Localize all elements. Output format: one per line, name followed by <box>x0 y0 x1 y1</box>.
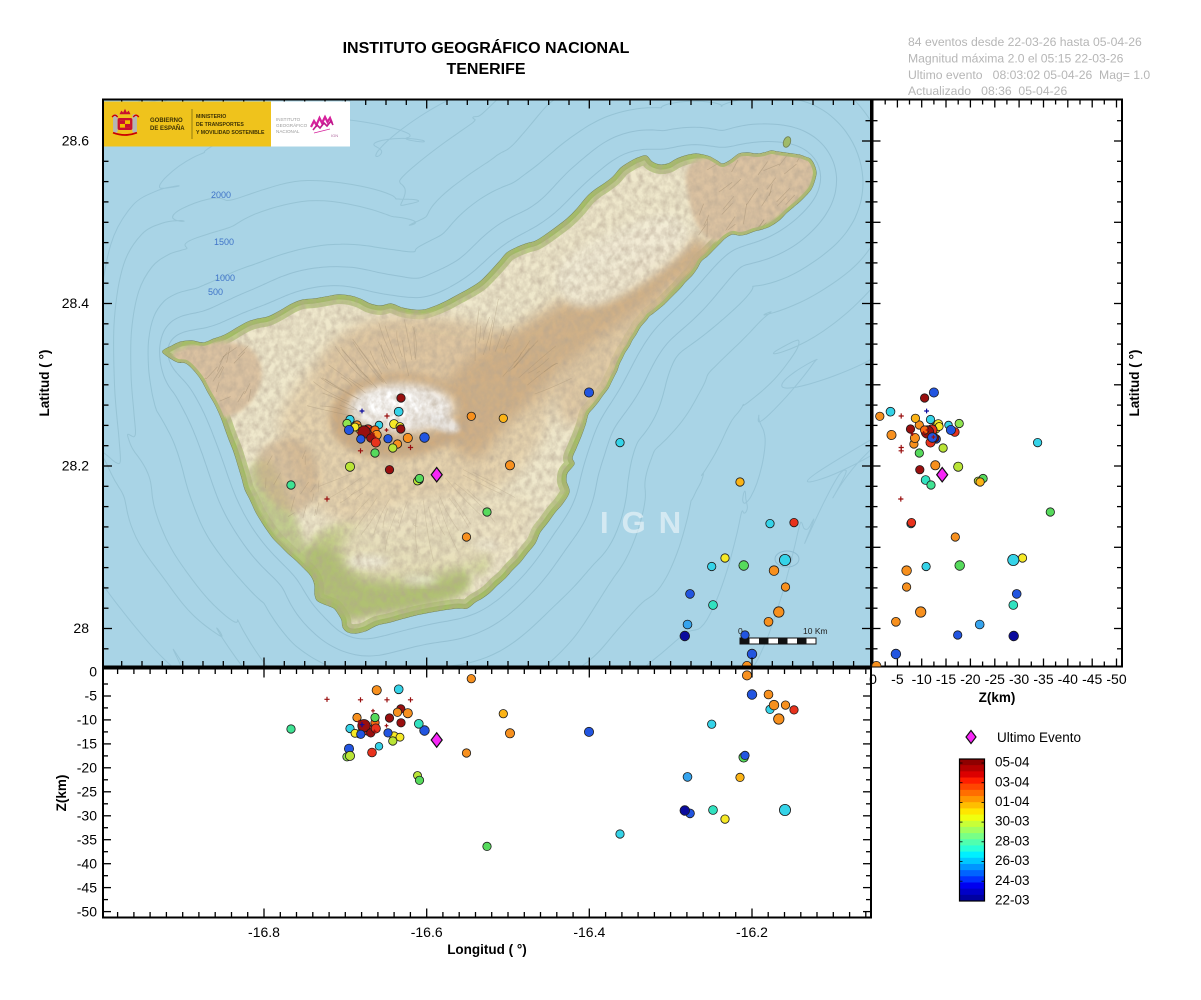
svg-text:-30: -30 <box>77 808 97 824</box>
svg-text:-15: -15 <box>77 736 97 752</box>
svg-text:-30: -30 <box>1009 671 1029 687</box>
svg-text:DE TRANSPORTES: DE TRANSPORTES <box>196 122 244 128</box>
svg-text:28.2: 28.2 <box>62 458 89 474</box>
svg-text:TENERIFE: TENERIFE <box>446 61 525 78</box>
svg-text:0: 0 <box>89 664 97 680</box>
svg-text:03-04: 03-04 <box>995 774 1030 789</box>
svg-text:-10: -10 <box>77 712 97 728</box>
svg-text:-25: -25 <box>985 671 1005 687</box>
svg-text:Latitud ( °): Latitud ( °) <box>1127 350 1142 417</box>
svg-text:-16.2: -16.2 <box>736 924 768 940</box>
svg-text:-16.8: -16.8 <box>248 924 280 940</box>
svg-text:-5: -5 <box>85 688 98 704</box>
svg-text:IGN: IGN <box>331 133 338 138</box>
svg-text:Actualizado 08:36 05-04-26: Actualizado 08:36 05-04-26 <box>908 84 1067 98</box>
svg-text:-25: -25 <box>77 784 97 800</box>
svg-text:-50: -50 <box>77 903 97 919</box>
svg-text:24-03: 24-03 <box>995 873 1030 888</box>
svg-text:0: 0 <box>738 626 743 636</box>
svg-text:GOBIERNO: GOBIERNO <box>150 118 183 124</box>
svg-text:500: 500 <box>208 287 223 297</box>
svg-text:IGN: IGN <box>600 505 694 540</box>
svg-text:0: 0 <box>869 671 877 687</box>
svg-text:GEOGRÁFICO: GEOGRÁFICO <box>276 122 308 128</box>
svg-text:DE ESPAÑA: DE ESPAÑA <box>150 125 185 132</box>
svg-text:MINISTERIO: MINISTERIO <box>196 114 226 120</box>
svg-text:Z(km): Z(km) <box>54 775 69 812</box>
svg-text:INSTITUTO GEOGRÁFICO NACIONAL: INSTITUTO GEOGRÁFICO NACIONAL <box>343 38 630 57</box>
svg-text:Longitud ( °): Longitud ( °) <box>447 942 527 957</box>
svg-text:-45: -45 <box>77 879 97 895</box>
svg-text:-20: -20 <box>77 760 97 776</box>
svg-text:-10: -10 <box>912 671 932 687</box>
svg-text:28: 28 <box>73 620 89 636</box>
svg-text:-35: -35 <box>77 831 97 847</box>
svg-text:Y MOVILIDAD SOSTENIBLE: Y MOVILIDAD SOSTENIBLE <box>196 130 265 136</box>
svg-text:30-03: 30-03 <box>995 814 1030 829</box>
svg-text:2000: 2000 <box>211 190 231 200</box>
svg-text:Latitud ( °): Latitud ( °) <box>37 350 52 417</box>
svg-text:Z(km): Z(km) <box>979 690 1016 705</box>
svg-text:NACIONAL: NACIONAL <box>276 129 300 134</box>
svg-text:22-03: 22-03 <box>995 892 1030 907</box>
svg-text:INSTITUTO: INSTITUTO <box>276 117 301 122</box>
svg-text:-16.6: -16.6 <box>411 924 443 940</box>
svg-text:Ultimo Evento: Ultimo Evento <box>997 730 1081 745</box>
svg-text:1500: 1500 <box>214 237 234 247</box>
svg-text:-5: -5 <box>891 671 904 687</box>
svg-text:-15: -15 <box>936 671 956 687</box>
svg-text:-35: -35 <box>1033 671 1053 687</box>
svg-text:-16.4: -16.4 <box>573 924 605 940</box>
svg-text:26-03: 26-03 <box>995 853 1030 868</box>
svg-text:28.4: 28.4 <box>62 295 89 311</box>
svg-text:28.6: 28.6 <box>62 133 89 149</box>
svg-text:Ultimo evento 08:03:02 05-04: Ultimo evento 08:03:02 05-04-26 Mag= 1.0 <box>908 68 1150 82</box>
svg-text:-45: -45 <box>1082 671 1102 687</box>
svg-text:1000: 1000 <box>215 273 235 283</box>
svg-text:05-04: 05-04 <box>995 755 1030 770</box>
svg-text:28-03: 28-03 <box>995 833 1030 848</box>
svg-text:-50: -50 <box>1106 671 1126 687</box>
svg-text:10 Km: 10 Km <box>803 626 828 636</box>
svg-text:-40: -40 <box>77 855 97 871</box>
svg-text:-40: -40 <box>1058 671 1078 687</box>
svg-text:84 eventos desde 22-03-26 hast: 84 eventos desde 22-03-26 hasta 05-04-26 <box>908 35 1142 49</box>
svg-text:-20: -20 <box>960 671 980 687</box>
svg-text:Magnitud máxima 2.0 el 05:15 2: Magnitud máxima 2.0 el 05:15 22-03-26 <box>908 52 1124 66</box>
svg-text:01-04: 01-04 <box>995 794 1030 809</box>
